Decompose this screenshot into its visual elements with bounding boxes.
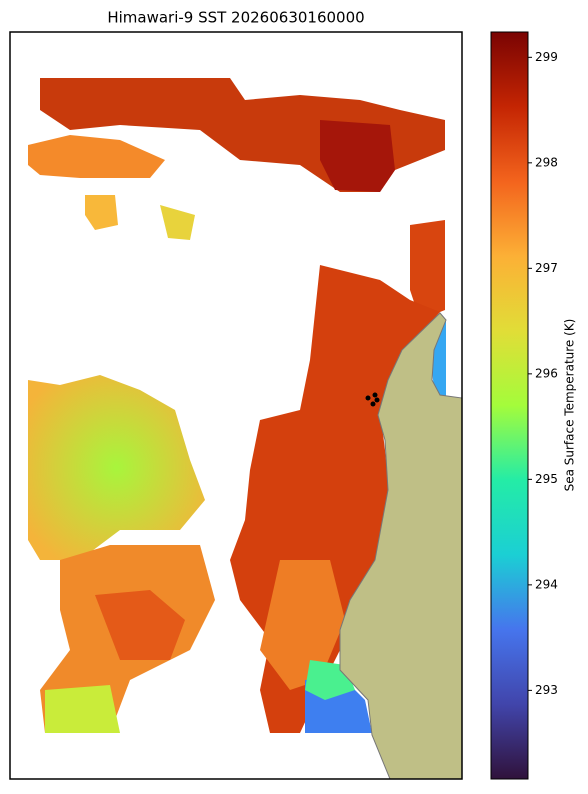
map-frame	[9, 31, 463, 780]
colorbar-tick-label: 299	[535, 50, 558, 64]
colorbar-tick-label: 293	[535, 683, 558, 697]
colorbar-tick-label: 298	[535, 155, 558, 169]
colorbar-tick-label: 296	[535, 366, 558, 380]
colorbar-label: Sea Surface Temperature (K)	[563, 319, 577, 492]
chart-title: Himawari-9 SST 20260630160000	[107, 9, 364, 27]
colorbar-tick-label: 294	[535, 577, 558, 591]
colorbar-tick-label: 295	[535, 472, 558, 486]
land	[339, 312, 463, 780]
colorbar-tick-label: 297	[535, 261, 558, 275]
station-markers	[365, 392, 380, 407]
colorbar	[490, 31, 529, 780]
